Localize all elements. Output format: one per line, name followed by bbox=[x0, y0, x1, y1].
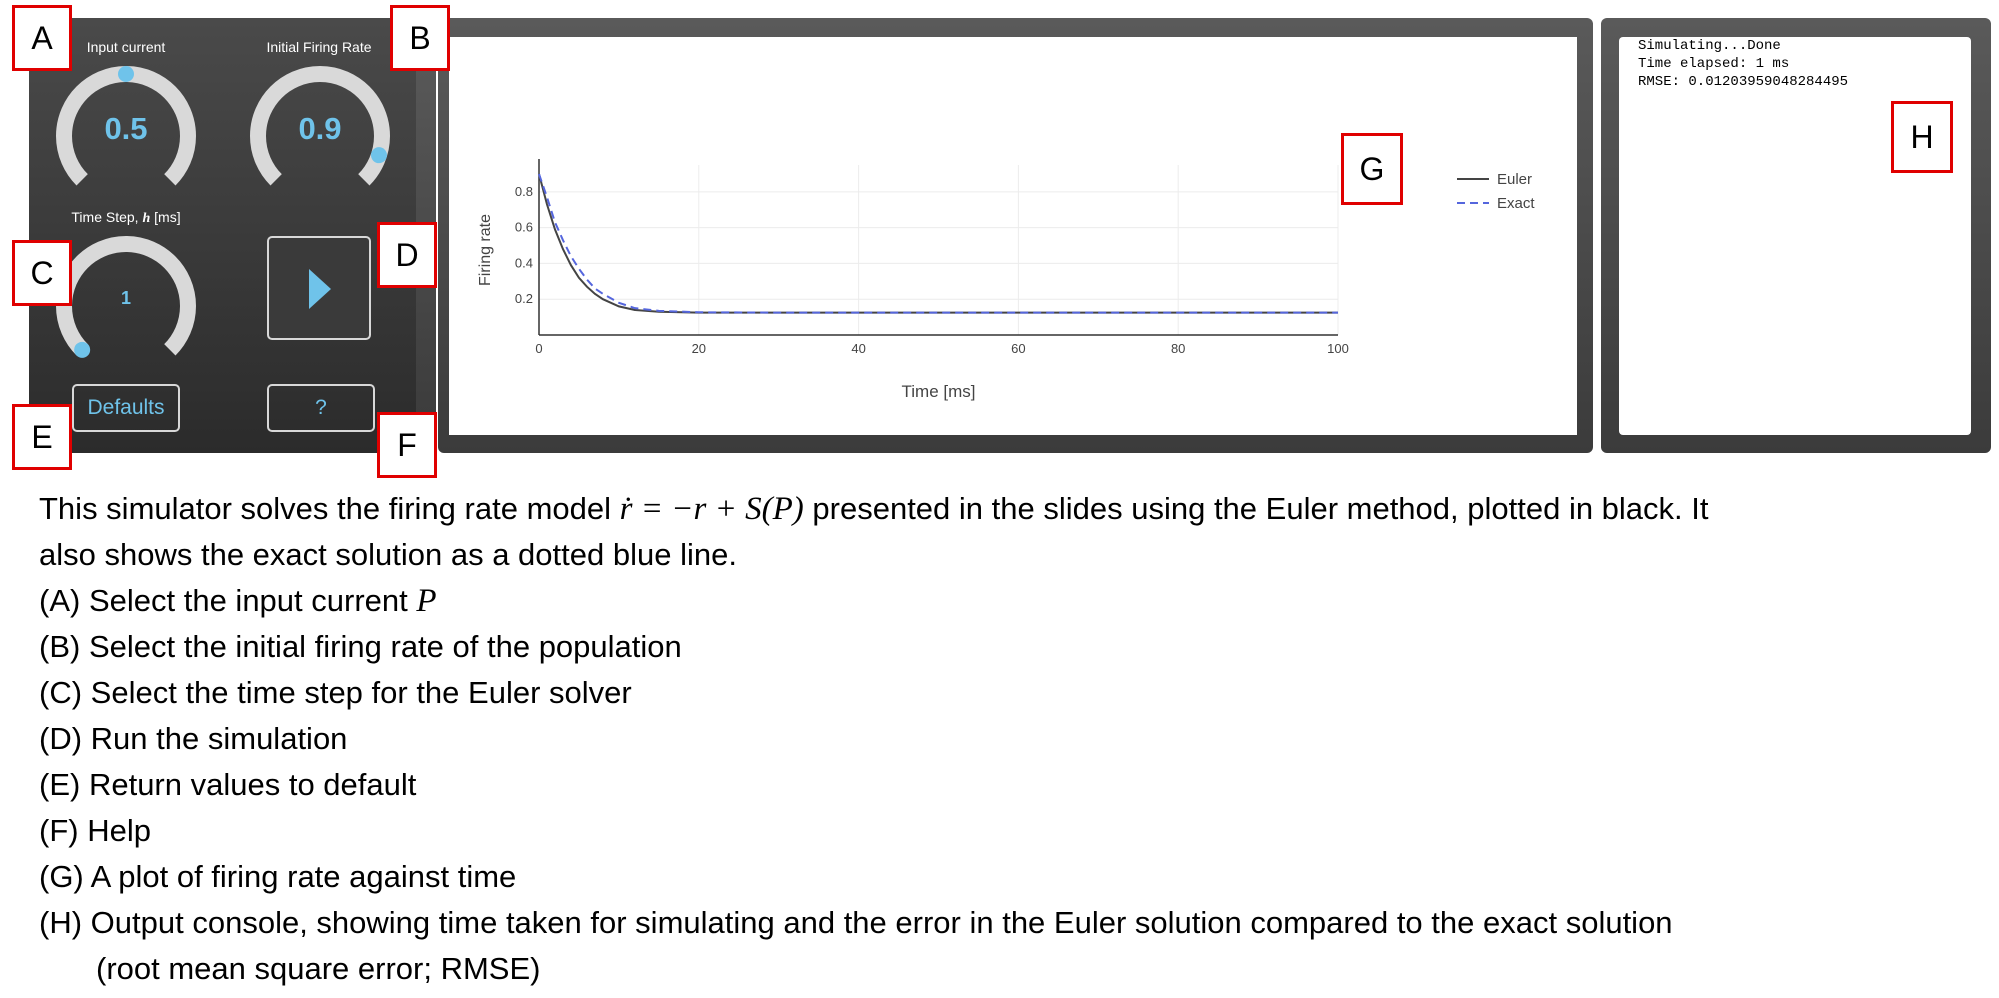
description-item-h-continuation: (root mean square error; RMSE) bbox=[96, 951, 541, 986]
time-step-title-prefix: Time Step, bbox=[71, 209, 139, 225]
firing-rate-chart: 0 20 40 60 80 100 0.2 0.4 0.6 0.8 Time [ms] Firing … bbox=[477, 159, 1535, 401]
item-key: (E) bbox=[39, 767, 81, 802]
y-tick-label: 0.6 bbox=[515, 220, 533, 235]
item-key: (B) bbox=[39, 629, 81, 664]
legend-label-euler: Euler bbox=[1497, 171, 1532, 188]
x-tick-label: 0 bbox=[535, 341, 542, 356]
time-step-handle bbox=[74, 341, 91, 358]
x-tick-label: 20 bbox=[692, 341, 706, 356]
label-a: A bbox=[12, 5, 72, 71]
console-line-status: Simulating...Done bbox=[1638, 38, 1781, 54]
description-intro-line2: also shows the exact solution as a dotte… bbox=[39, 537, 737, 572]
initial-rate-knob[interactable] bbox=[240, 56, 400, 206]
input-current-handle bbox=[118, 66, 134, 82]
item-key: (A) bbox=[39, 583, 81, 618]
intro-before: This simulator solves the firing rate mo… bbox=[39, 491, 612, 526]
time-step-title: Time Step, h [ms] bbox=[26, 209, 226, 227]
label-b: B bbox=[390, 5, 450, 71]
legend-label-exact: Exact bbox=[1497, 195, 1535, 212]
time-step-title-symbol: h bbox=[142, 211, 151, 226]
item-text: A plot of firing rate against time bbox=[90, 859, 517, 894]
item-text: Select the initial firing rate of the po… bbox=[88, 629, 682, 664]
time-step-title-unit: [ms] bbox=[154, 209, 181, 225]
play-icon bbox=[309, 269, 331, 309]
input-current-value: 0.5 bbox=[104, 111, 148, 146]
y-axis-label: Firing rate bbox=[477, 214, 494, 286]
firing-rate-equation: ṙ = −r + S(P) bbox=[619, 491, 804, 527]
item-text: Return values to default bbox=[88, 767, 417, 802]
initial-rate-value: 0.9 bbox=[298, 111, 342, 146]
input-current-knob[interactable] bbox=[46, 56, 206, 206]
label-c: C bbox=[12, 240, 72, 306]
description-item-a: (A) Select the input current P bbox=[39, 583, 437, 620]
initial-rate-track bbox=[250, 66, 390, 186]
description-item-d: (D) Run the simulation bbox=[39, 721, 347, 757]
item-key: (H) bbox=[39, 905, 83, 940]
item-key: (G) bbox=[39, 859, 84, 894]
series-line-euler bbox=[538, 173, 1338, 314]
x-tick-label: 80 bbox=[1171, 341, 1185, 356]
console-line-time: Time elapsed: 1 ms bbox=[1638, 56, 1790, 72]
x-tick-label: 100 bbox=[1327, 341, 1349, 356]
description-item-c: (C) Select the time step for the Euler s… bbox=[39, 675, 632, 711]
label-d: D bbox=[377, 222, 437, 288]
console-line-rmse: RMSE: 0.01203959048284495 bbox=[1638, 74, 1849, 90]
x-tick-label: 60 bbox=[1011, 341, 1025, 356]
x-axis-label: Time [ms] bbox=[902, 382, 976, 401]
time-step-value: 1 bbox=[120, 288, 131, 308]
description-item-f: (F) Help bbox=[39, 813, 151, 849]
item-text: Select the input current bbox=[88, 583, 408, 618]
item-text: Output console, showing time taken for s… bbox=[90, 905, 1673, 940]
description-item-h: (H) Output console, showing time taken f… bbox=[39, 905, 1673, 941]
defaults-button[interactable]: Defaults bbox=[72, 384, 180, 432]
initial-rate-title: Initial Firing Rate bbox=[266, 39, 372, 55]
label-e: E bbox=[12, 404, 72, 470]
label-g: G bbox=[1341, 133, 1403, 205]
description-intro-line1: This simulator solves the firing rate mo… bbox=[39, 491, 1709, 528]
x-tick-label: 40 bbox=[851, 341, 865, 356]
item-key: (F) bbox=[39, 813, 79, 848]
plot-area bbox=[449, 37, 1577, 435]
description-item-e: (E) Return values to default bbox=[39, 767, 416, 803]
intro-after: presented in the slides using the Euler … bbox=[812, 491, 1709, 526]
y-tick-label: 0.4 bbox=[515, 255, 533, 270]
y-tick-label: 0.2 bbox=[515, 291, 533, 306]
description-item-g: (G) A plot of firing rate against time bbox=[39, 859, 516, 895]
item-text: Select the time step for the Euler solve… bbox=[90, 675, 632, 710]
label-h: H bbox=[1891, 101, 1953, 173]
series-line-exact bbox=[538, 173, 1338, 314]
item-key: (D) bbox=[39, 721, 83, 756]
item-text: Run the simulation bbox=[90, 721, 348, 756]
y-tick-label: 0.8 bbox=[515, 184, 533, 199]
help-button[interactable]: ? bbox=[267, 384, 375, 432]
run-button[interactable] bbox=[267, 236, 371, 340]
input-current-title: Input current bbox=[86, 39, 166, 55]
time-step-track bbox=[56, 236, 196, 356]
item-math: P bbox=[416, 583, 437, 619]
output-console bbox=[1619, 37, 1971, 435]
description-item-b: (B) Select the initial firing rate of th… bbox=[39, 629, 682, 665]
initial-rate-handle bbox=[370, 147, 387, 164]
item-key: (C) bbox=[39, 675, 83, 710]
item-text: Help bbox=[87, 813, 151, 848]
time-step-knob[interactable] bbox=[46, 226, 206, 376]
label-f: F bbox=[377, 412, 437, 478]
